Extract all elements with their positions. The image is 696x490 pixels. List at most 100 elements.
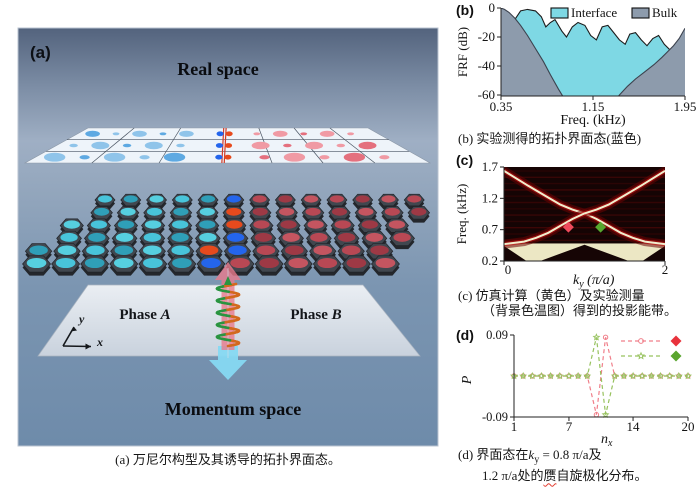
lattice-disc — [60, 232, 78, 242]
lattice-disc — [346, 257, 367, 269]
lattice-disc — [388, 220, 406, 229]
tick-label: 2 — [662, 262, 669, 277]
lattice-disc — [175, 195, 190, 203]
legend-marker — [638, 338, 644, 344]
axis-y-arrowhead — [70, 327, 77, 332]
lattice-disc — [171, 232, 189, 242]
red-dot — [283, 152, 306, 162]
lattice-disc — [252, 207, 268, 216]
lattice-disc — [63, 220, 80, 229]
momentum-space-label: Momentum space — [165, 399, 301, 419]
lattice-disc — [84, 257, 105, 269]
tspan: y — [578, 279, 584, 290]
edge-band-ascending — [504, 169, 665, 246]
tick-label: 7 — [566, 419, 573, 434]
lattice-disc — [252, 195, 267, 203]
blue-dot — [144, 141, 163, 150]
legend-label-bulk: Bulk — [652, 5, 678, 20]
lattice-disc — [143, 257, 163, 269]
red-dot — [347, 132, 355, 136]
band-marker-green — [595, 221, 607, 233]
curve-bulk — [501, 8, 685, 96]
curve-interface — [506, 8, 685, 96]
marker-star-green — [601, 410, 610, 418]
tick-label: 1.95 — [674, 99, 696, 114]
lattice-disc — [199, 245, 219, 255]
interface-blue-dot — [215, 143, 224, 148]
interface-red-dot — [224, 154, 232, 160]
lattice-disc — [307, 220, 324, 229]
tspan: k — [573, 273, 580, 288]
lattice-disc — [226, 195, 241, 203]
caption-c-line2: （背景色温图）得到的投影能带。 — [482, 303, 678, 318]
tspan: (π/a) — [584, 273, 615, 288]
lattice-disc — [370, 245, 389, 255]
axis-x-label: x — [96, 335, 103, 349]
blue-dot — [179, 130, 194, 137]
lattice-disc — [329, 195, 344, 203]
caption-d-line1: (d) 界面态在ky = 0.8 π/a及 — [458, 447, 602, 466]
marker-star-green — [638, 371, 647, 380]
blue-dot — [69, 143, 78, 148]
coil-segment — [232, 282, 238, 286]
lattice-disc — [113, 257, 134, 269]
red-dot — [358, 141, 377, 150]
lattice-disc — [341, 245, 361, 255]
marker-star-green — [665, 371, 674, 380]
lattice-disc — [120, 207, 136, 216]
tick-label: 0.7 — [482, 222, 499, 237]
caption-a: (a) 万尼尔构型及其诱导的拓扑界面态。 — [115, 452, 341, 467]
interface-blue-dot — [216, 131, 224, 137]
caption-c: (c) 仿真计算（黄色）及实验测量 （背景色温图）得到的投影能带。 — [458, 288, 694, 318]
lattice-disc — [86, 245, 105, 255]
honeycomb-lattice — [22, 193, 431, 276]
marker-star-green — [674, 371, 683, 380]
y-axis-title: P — [460, 375, 475, 385]
tspan: x — [607, 438, 613, 449]
tick-label: -20 — [478, 29, 495, 44]
tick-label: -40 — [478, 58, 495, 73]
lattice-disc — [256, 245, 276, 255]
lattice-disc — [226, 232, 245, 242]
lattice-disc — [331, 207, 348, 216]
marker-star-green — [528, 371, 537, 380]
lattice-disc — [259, 257, 279, 269]
lattice-disc — [280, 220, 297, 229]
red-dot — [253, 132, 261, 136]
blue-dot — [122, 143, 132, 148]
marker-star-green — [564, 371, 573, 380]
lattice-disc — [365, 232, 384, 242]
lattice-disc — [304, 195, 319, 203]
marker-star-green — [629, 371, 638, 380]
lattice-disc — [98, 195, 112, 203]
interface-red-dot — [225, 131, 233, 137]
lattice-disc — [171, 245, 190, 255]
caption-d: (d) 界面态在ky = 0.8 π/a及 1.2 π/a处的赝自旋极化分布。 — [458, 447, 694, 483]
lattice-disc — [393, 232, 411, 242]
marker-star-green — [592, 333, 601, 341]
blue-dot — [132, 130, 147, 137]
lattice-disc — [230, 257, 250, 269]
lattice-disc — [143, 232, 162, 242]
legend-swatch-bulk — [631, 7, 650, 19]
lattice-disc — [199, 207, 215, 216]
lattice-disc — [337, 232, 356, 242]
blue-dot — [103, 152, 126, 162]
interface-blue-dot — [215, 154, 223, 160]
lattice-disc — [173, 207, 189, 216]
panel-a-letter: (a) — [30, 43, 51, 62]
legend-swatch-interface — [550, 7, 569, 19]
marker-star-green — [555, 371, 564, 380]
lattice-disc — [317, 257, 338, 269]
lattice-disc — [226, 220, 243, 229]
interface-red-dot — [224, 143, 233, 148]
lattice-disc — [334, 220, 351, 229]
lattice-disc — [201, 257, 221, 269]
panel-b-chart: 0 -20 -40 -600.35 1.15 1.95 FRF (dB) Freq. (kHz… — [455, 0, 696, 128]
lattice-disc — [90, 220, 108, 229]
blue-dot — [112, 132, 120, 136]
marker-star-green — [537, 371, 546, 380]
red-dot — [305, 141, 324, 150]
phase-b-label: Phase B — [290, 307, 341, 323]
